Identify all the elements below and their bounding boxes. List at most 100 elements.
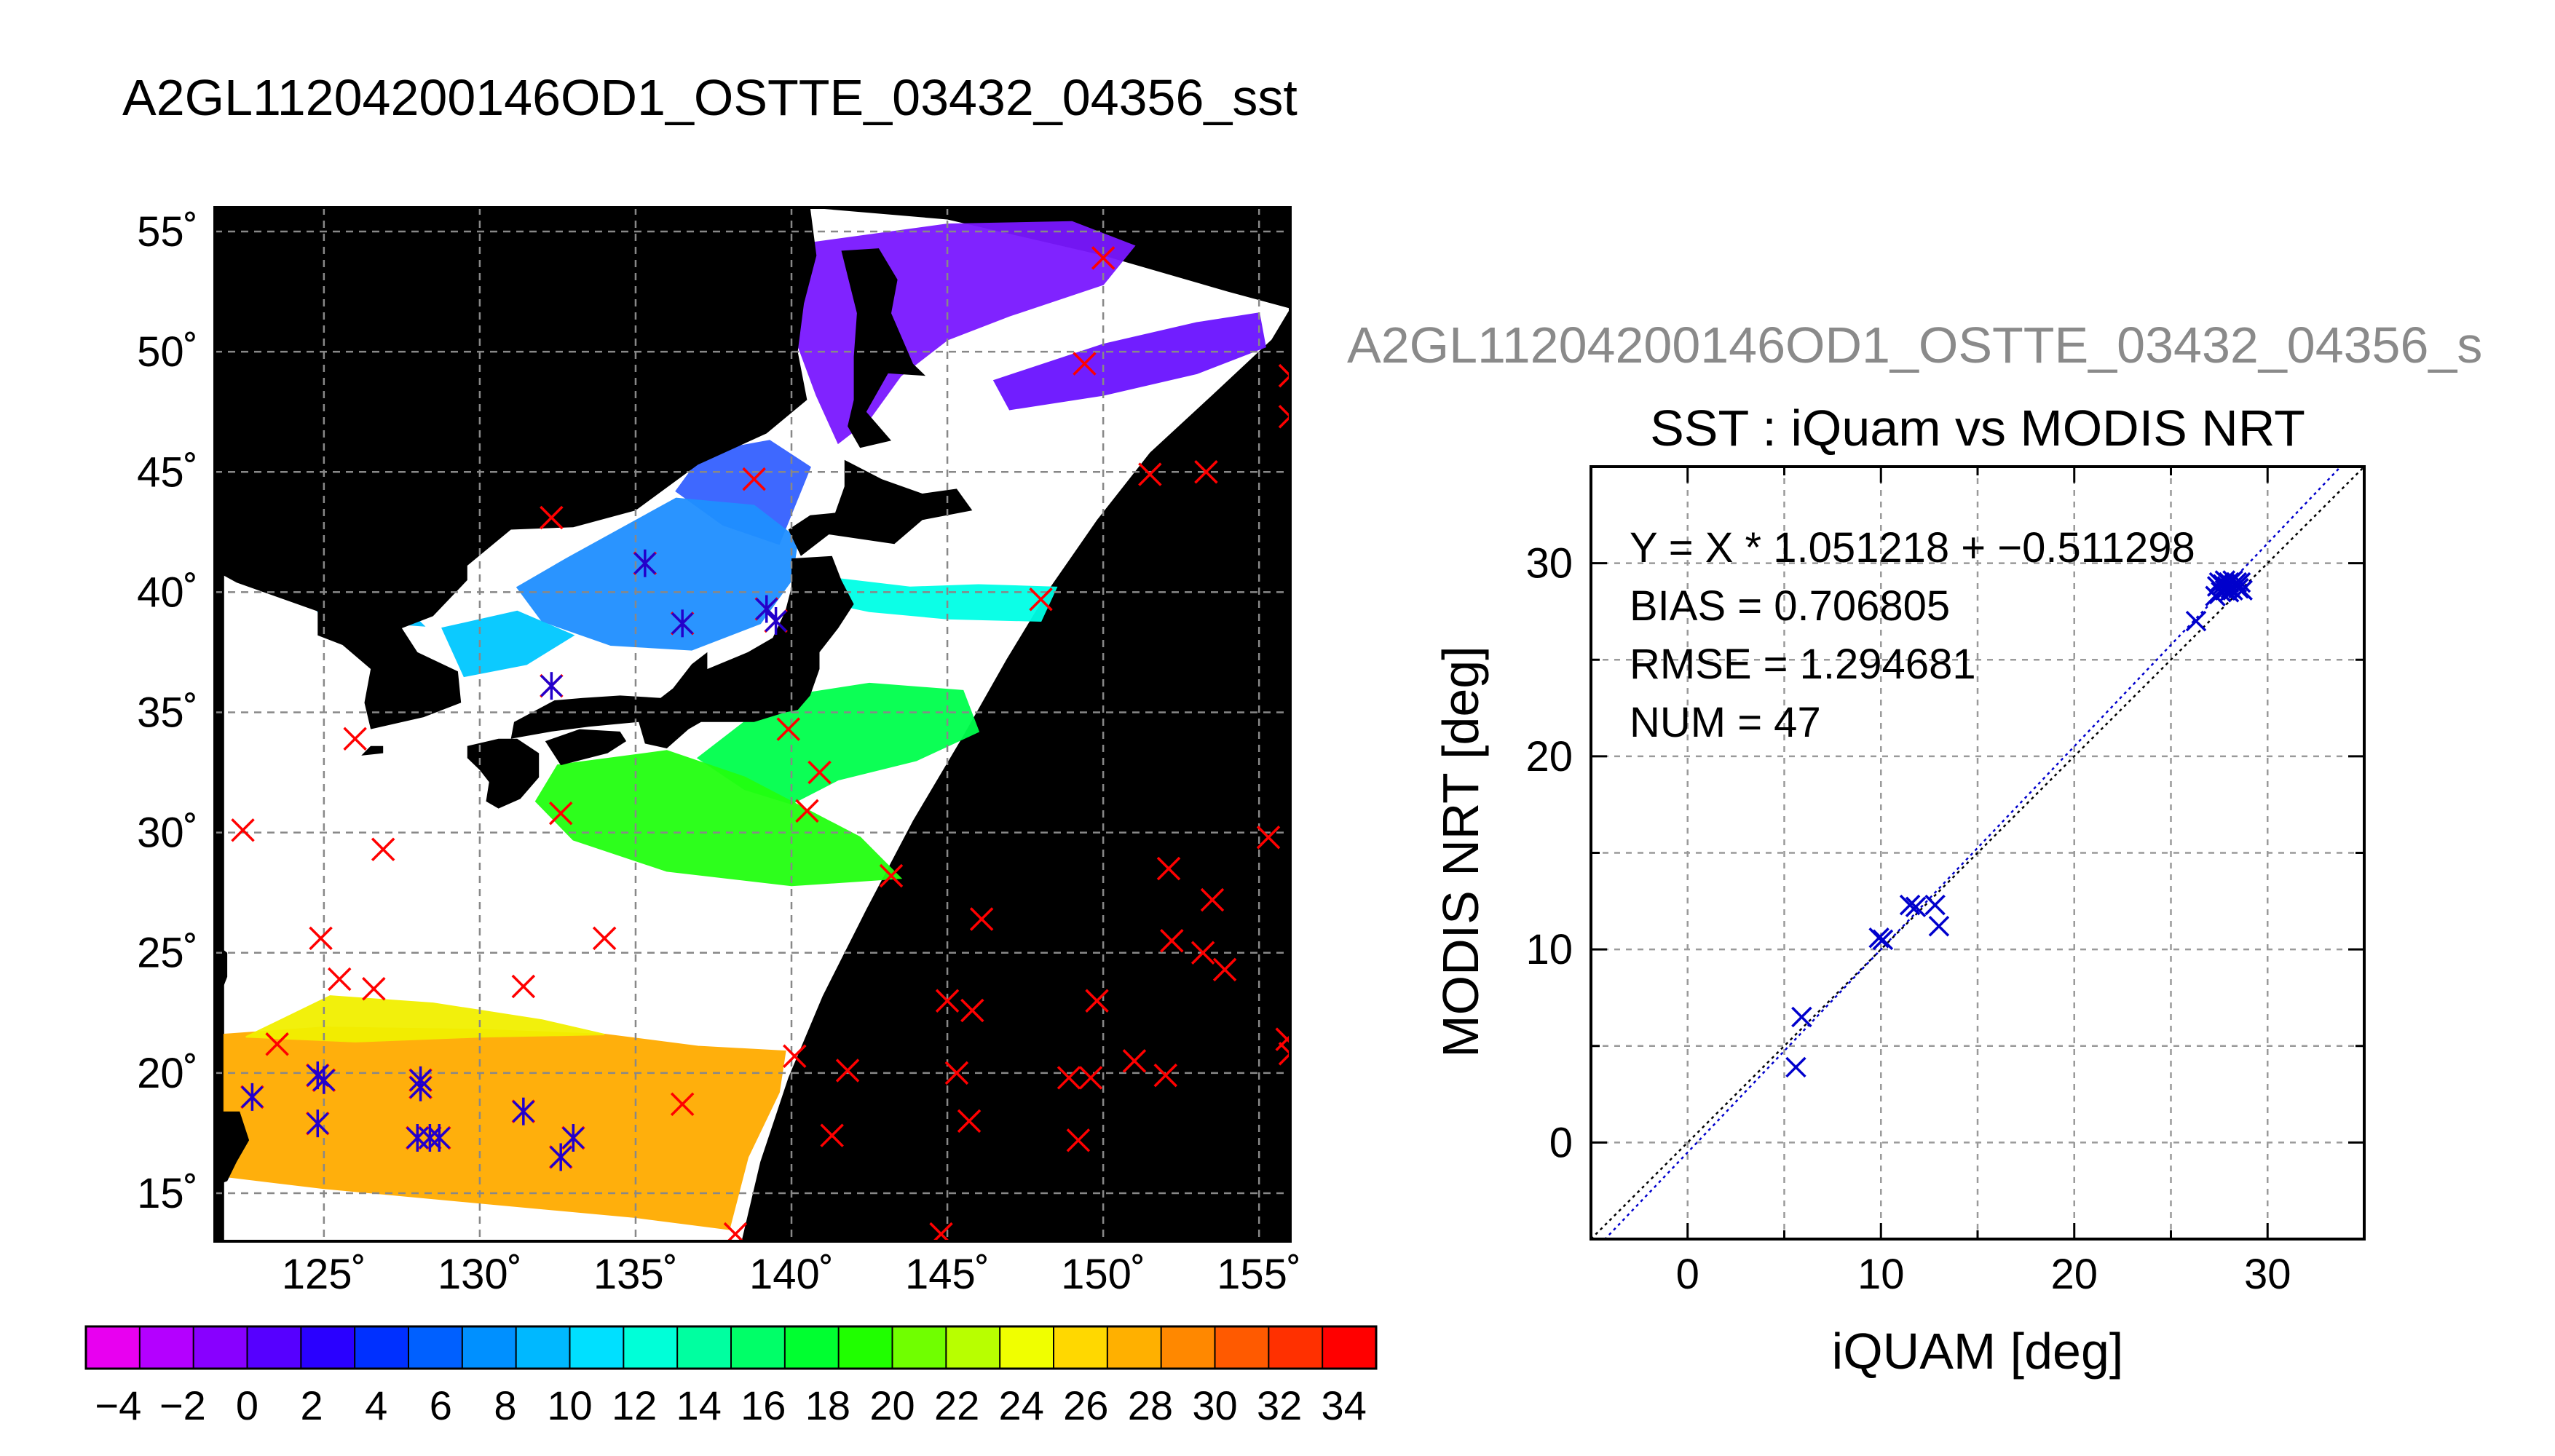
colorbar-tick-label: 2 [301, 1382, 323, 1428]
colorbar-frame [84, 1325, 1378, 1370]
match-marker [428, 1126, 451, 1150]
iquam-marker [1200, 887, 1225, 912]
iquam-marker [1122, 1049, 1147, 1073]
colorbar-segment [1322, 1326, 1377, 1369]
colorbar-tick-label: 30 [1192, 1382, 1237, 1428]
scatter-x-tick-label: 10 [1857, 1251, 1905, 1298]
iquam-marker [776, 717, 800, 741]
colorbar-tick-label: 34 [1322, 1382, 1367, 1428]
scatter-points [1785, 570, 2253, 1078]
scatter-annotation: BIAS = 0.706805 [1630, 582, 1950, 630]
colorbar-segment [193, 1326, 248, 1369]
match-marker [512, 1100, 535, 1123]
colorbar-tick-label: 26 [1063, 1382, 1108, 1428]
iquam-marker [960, 998, 984, 1023]
match-marker [419, 1126, 441, 1150]
match-marker [755, 598, 778, 620]
scatter-point [1905, 896, 1927, 918]
colorbar-segment [1054, 1326, 1108, 1369]
iquam-marker [935, 989, 960, 1013]
colorbar-tick-label: 12 [612, 1382, 657, 1428]
colorbar-segment [569, 1326, 624, 1369]
colorbar-tick-label: 4 [365, 1382, 387, 1428]
scatter-point [1791, 1006, 1812, 1028]
scatter-point [2228, 577, 2249, 599]
sst-region-1 [992, 312, 1266, 411]
colorbar-segment [677, 1326, 732, 1369]
scatter-axes: 0 10 20 30 0 10 20 30 [1525, 467, 2364, 1298]
iquam-marker [1275, 1027, 1290, 1051]
colorbar-tick-label: 10 [547, 1382, 592, 1428]
colorbar-tick-label: 32 [1257, 1382, 1302, 1428]
iquam-marker [670, 1092, 695, 1117]
scatter-y-tick-label: 20 [1525, 733, 1573, 780]
colorbar-segment [1000, 1326, 1054, 1369]
colorbar-segment [462, 1326, 517, 1369]
match-marker [307, 1112, 329, 1135]
iquam-marker [1190, 941, 1215, 965]
iquam-marker [820, 1123, 844, 1147]
iquam-marker [548, 801, 573, 826]
colorbar-tick-label: 8 [494, 1382, 516, 1428]
colorbar-segment [784, 1326, 840, 1369]
land-region-5 [467, 738, 540, 809]
map-y-tick-label: 45˚ [137, 448, 198, 496]
scatter-x-tick-label: 0 [1676, 1251, 1699, 1298]
land-region-0 [215, 207, 817, 729]
match-marker [241, 1085, 264, 1109]
colorbar-tick-label: 14 [676, 1382, 722, 1428]
colorbar-segment [247, 1326, 301, 1369]
sst-region-3 [516, 497, 799, 651]
iquam-marker [835, 1059, 860, 1083]
colorbar-segment [86, 1326, 141, 1369]
match-marker [633, 552, 657, 574]
scatter-lines [1591, 467, 2364, 1239]
iquam-marker [944, 1061, 969, 1085]
iquam-marker [1029, 587, 1053, 612]
scatter-chart-title: SST : iQuam vs MODIS NRT [1650, 400, 2305, 456]
iquam-marker [1194, 460, 1218, 484]
iquam-marker [371, 837, 395, 861]
sst-map-panel: 125˚ 130˚ 135˚ 140˚ 145˚ 150˚ 155˚ 15˚ 20˚ 25˚ 30˚… [137, 206, 1301, 1298]
colorbar-segment [838, 1326, 893, 1369]
scatter-x-tick-label: 30 [2244, 1251, 2291, 1298]
colorbar-segment [139, 1326, 194, 1369]
iquam-marker [1078, 1066, 1103, 1090]
iquam-marker [1278, 1042, 1290, 1066]
map-x-tick-label: 150˚ [1061, 1251, 1145, 1298]
iquam-marker [231, 818, 255, 842]
colorbar-segment [1161, 1326, 1216, 1369]
scatter-y-tick-label: 0 [1549, 1119, 1573, 1166]
iquam-marker [929, 1222, 953, 1241]
land-region-2 [788, 459, 973, 556]
colorbar-segment [1107, 1326, 1162, 1369]
colorbar-tick-label: 0 [236, 1382, 258, 1428]
map-x-tick-label: 140˚ [749, 1251, 834, 1298]
land-region-3 [510, 555, 854, 748]
colorbar-tick-label: −2 [159, 1382, 206, 1428]
colorbar-segment [1215, 1326, 1269, 1369]
map-content [215, 207, 1290, 1241]
colorbar-segment [1268, 1326, 1323, 1369]
iquam-marker [1278, 405, 1290, 429]
iquam-marker [1073, 352, 1097, 376]
colorbar-tick-label: 28 [1128, 1382, 1173, 1428]
match-marker [671, 612, 694, 635]
sst-region-2 [675, 440, 811, 545]
colorbar-segment [301, 1326, 355, 1369]
scatter-y-tick-label: 10 [1525, 926, 1573, 973]
scatter-point [1785, 1056, 1806, 1078]
scatter-point [2230, 571, 2251, 593]
iquam-marker [957, 1109, 982, 1133]
match-marker [562, 1126, 585, 1150]
iquam-marker [1091, 246, 1115, 270]
land-region-8 [361, 745, 384, 756]
colorbar-tick-label: 24 [999, 1382, 1044, 1428]
iquam-marker [1212, 957, 1237, 982]
iquam-marker [742, 467, 766, 491]
land-region-4 [545, 729, 627, 766]
scatter-annotation: NUM = 47 [1630, 699, 1821, 746]
iquam-marker [1156, 856, 1181, 881]
iquam-marker [1057, 1066, 1081, 1090]
scatter-annotations: Y = X * 1.051218 + −0.511298 BIAS = 0.706… [1630, 524, 2195, 746]
